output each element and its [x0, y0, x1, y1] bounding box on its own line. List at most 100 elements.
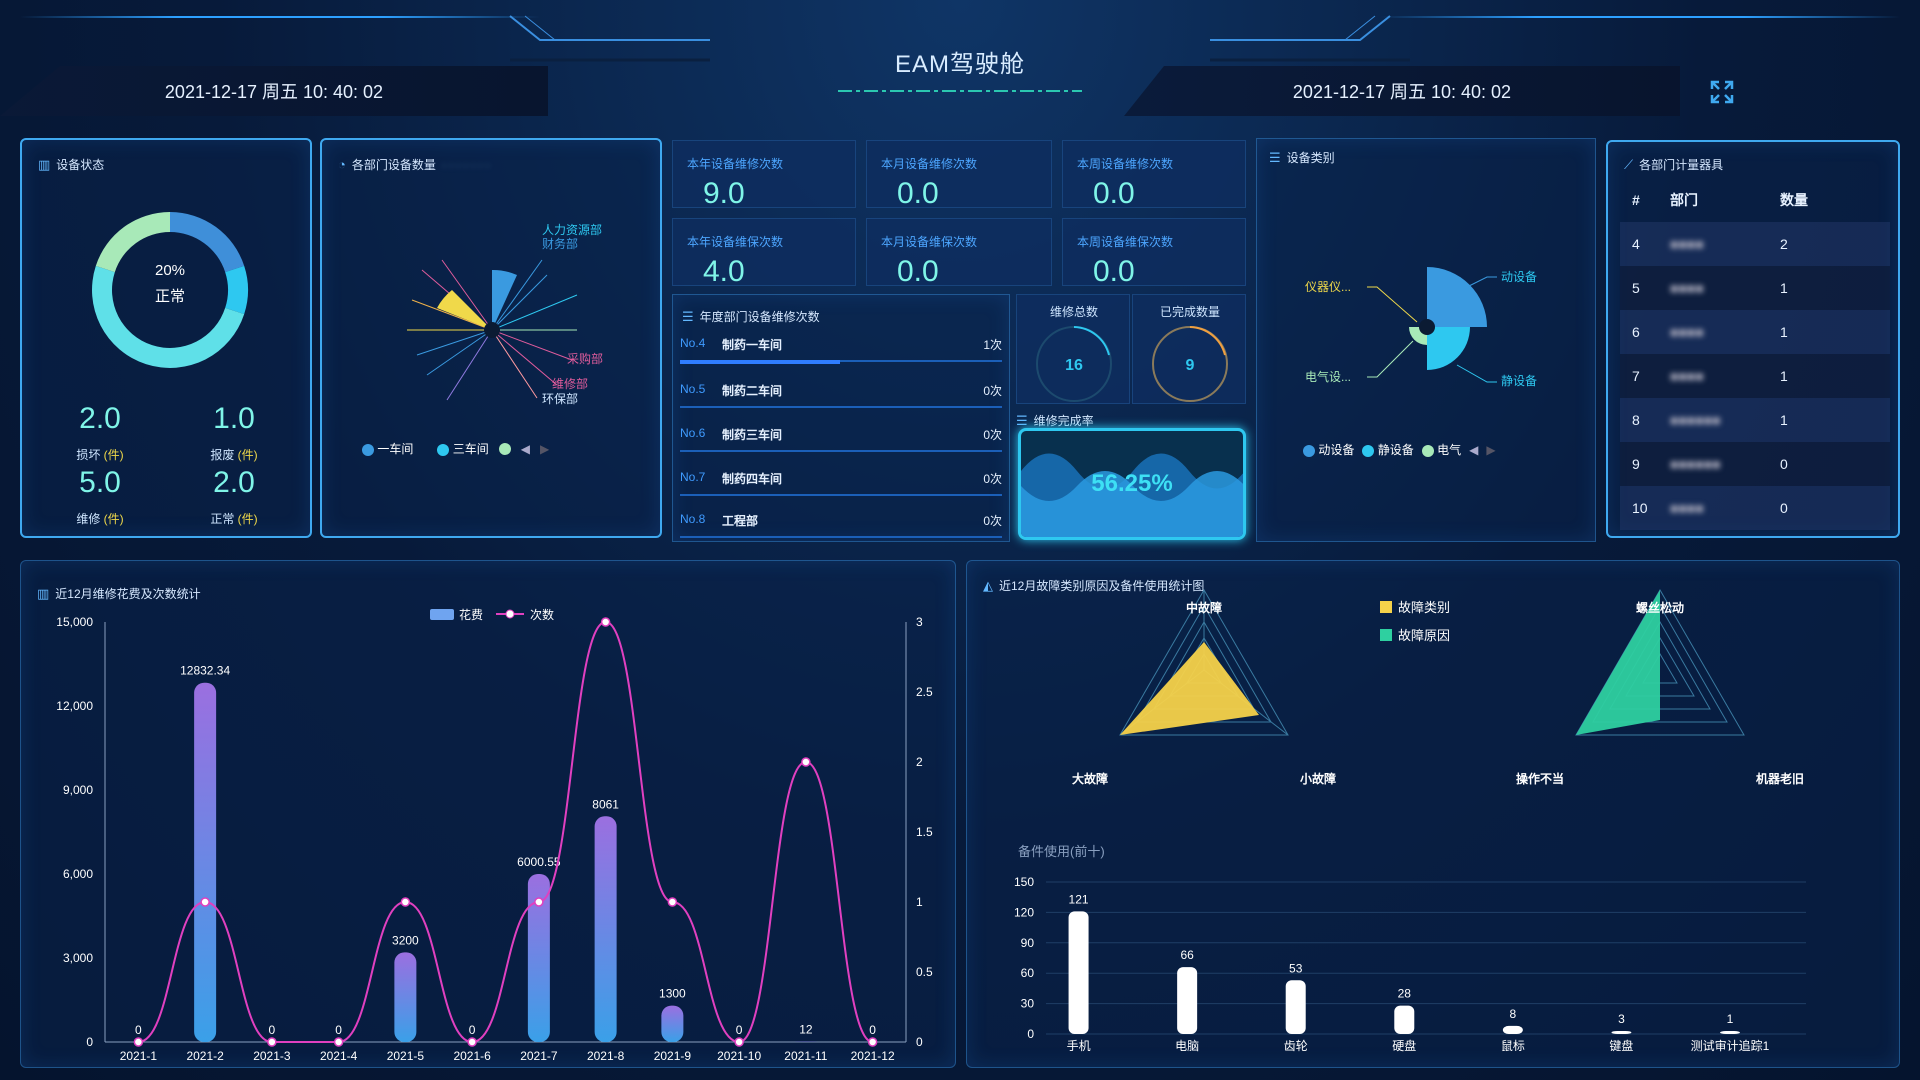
bar-chart-icon: ▥ [37, 585, 50, 601]
device-category-title: ☰ 设备类别 [1269, 149, 1335, 166]
radar-right-axis-top: 螺丝松动 [1636, 600, 1684, 615]
table-row[interactable]: 4 ■■■■ 2 [1620, 222, 1890, 266]
bar-label-2021-4: 0 [335, 1023, 342, 1037]
dept-meters-panel: ⟋ 各部门计量器具 # 部门 数量 4 ■■■■ 2 5 ■■■■ 1 6 ■■■■ 1 7 ■■… [1606, 140, 1900, 538]
cat-label-dynamic: 动设备 [1501, 270, 1537, 284]
annual-repairs-panel [672, 294, 1010, 542]
legend-item-static[interactable]: 静设备 [1362, 441, 1414, 458]
x-tick-2021-8: 2021-8 [587, 1049, 625, 1063]
list-item[interactable]: No.8 工程部 0次 [680, 502, 1002, 546]
col-header-idx: # [1632, 192, 1640, 208]
stat-card-year-repair: 本年设备维修次数 9.0 [672, 140, 856, 210]
spare-bar-label-鼠标: 8 [1510, 1007, 1517, 1021]
stat-card-week-repair: 本周设备维修次数 0.0 [1062, 140, 1246, 210]
spare-x-tick-硬盘: 硬盘 [1392, 1038, 1416, 1053]
device-status-title: ▥ 设备状态 [38, 156, 105, 173]
fault-radar-chart: 中故障 大故障 小故障 螺丝松动 操作不当 机器老旧 故障类别 故障原因 备件使… [1014, 589, 1806, 1053]
fault-stats-title: ◭ 近12月故障类别原因及备件使用统计图 [983, 577, 1205, 594]
y-tick-right: 1 [916, 895, 923, 909]
spare-bar-鼠标 [1502, 1025, 1523, 1034]
line-point-2021-1 [133, 1037, 144, 1047]
stat-repair-label: 维修 (件) [76, 512, 124, 526]
repair-cost-panel: ▥ 近12月维修花费及次数统计 [20, 560, 956, 1068]
bar-2021-5 [394, 952, 417, 1042]
device-status-donut [92, 212, 248, 368]
cat-label-electric: 电气设... [1305, 369, 1351, 384]
x-tick-2021-1: 2021-1 [120, 1049, 158, 1063]
repair-total-card: 维修总数 16 [1016, 294, 1130, 404]
donut-center-pct: 20% [154, 262, 186, 279]
stat-card-month-repair: 本月设备维修次数 0.0 [866, 140, 1052, 210]
repair-cost-title: ▥ 近12月维修花费及次数统计 [37, 585, 201, 602]
table-row[interactable]: 9 ■■■■■■ 0 [1620, 442, 1890, 486]
line-point-2021-10 [734, 1037, 744, 1047]
table-row[interactable]: 6 ■■■■ 1 [1620, 310, 1890, 354]
line-point-2021-6 [467, 1037, 477, 1047]
stat-normal-label: 正常 (件) [210, 512, 258, 526]
line-point-2021-8 [600, 617, 611, 627]
table-row[interactable]: 7 ■■■■ 1 [1620, 354, 1890, 398]
legend-prev-arrow[interactable]: ◀ [520, 441, 530, 456]
spare-bar-手机 [1068, 911, 1089, 1034]
y-tick: 0 [1027, 1027, 1034, 1041]
radar-left-axis-left: 大故障 [1072, 771, 1108, 786]
line-point-2021-2 [200, 897, 210, 907]
list-item[interactable]: No.6 制药三车间 0次 [680, 416, 1002, 460]
legend-item-electric[interactable]: 电气 [1421, 441, 1461, 458]
device-status-panel: ▥ 设备状态 20% 正常 2.0 损坏 (件) 1.0 报废 (件) 5.0 … [20, 138, 312, 538]
list-item-track [680, 494, 1002, 496]
datetime-left: 2021-12-17 周五 10: 40: 02 [0, 66, 548, 116]
y-tick: 120 [1014, 905, 1034, 919]
col-header-dept: 部门 [1670, 192, 1698, 208]
rose-label-finance: 财务部 [542, 236, 578, 251]
dept-meters-title: ⟋ 各部门计量器具 [1624, 156, 1724, 173]
y-tick-left: 15,000 [56, 615, 93, 629]
x-tick-2021-10: 2021-10 [717, 1049, 761, 1063]
y-tick-right: 2 [916, 755, 923, 769]
spare-parts-title: 备件使用(前十) [1018, 844, 1105, 859]
legend-label-reason: 故障原因 [1398, 628, 1450, 643]
list-item[interactable]: No.7 制药四车间 0次 [680, 460, 1002, 504]
radar-right [1575, 589, 1745, 736]
legend-next-arrow[interactable]: ▶ [539, 441, 550, 456]
bar-label-2021-5: 3200 [392, 933, 419, 947]
repair-done-gauge: 9 [1152, 326, 1228, 402]
stat-card-week-maint: 本周设备维保次数 0.0 [1062, 218, 1246, 288]
spare-x-tick-齿轮: 齿轮 [1284, 1039, 1308, 1053]
repair-done-value: 9 [1186, 357, 1195, 374]
line-point-2021-3 [267, 1037, 277, 1047]
x-tick-2021-5: 2021-5 [387, 1049, 425, 1063]
expand-icon[interactable] [1710, 80, 1734, 104]
radar-left-axis-top: 中故障 [1186, 600, 1222, 615]
spare-x-tick-键盘: 键盘 [1609, 1038, 1633, 1053]
spare-bar-label-键盘: 3 [1618, 1012, 1625, 1026]
legend-next-arrow[interactable]: ▶ [1486, 442, 1496, 457]
bar-label-2021-1: 0 [135, 1023, 142, 1037]
spare-bar-label-硬盘: 28 [1398, 987, 1412, 1001]
device-category-rose: 动设备 静设备 电气设... 仪器仪... [1305, 267, 1537, 388]
list-item[interactable]: No.4 制药一车间 1次 [680, 326, 1002, 370]
line-point-2021-12 [867, 1037, 878, 1047]
table-row[interactable]: 8 ■■■■■■ 1 [1620, 398, 1890, 442]
bar-label-2021-2: 12832.34 [180, 664, 230, 678]
legend-item-dynamic[interactable]: 动设备 [1303, 441, 1354, 458]
annual-repairs-title: ☰ 年度部门设备维修次数 [682, 308, 820, 325]
list-item[interactable]: No.5 制药二车间 0次 [680, 372, 1002, 416]
table-row[interactable]: 5 ■■■■ 1 [1620, 266, 1890, 310]
y-tick-left: 0 [86, 1035, 93, 1049]
dept-devices-title: ◔ 各部门设备数量 · · · · · · · [338, 157, 490, 172]
table-row[interactable]: 10 ■■■■ 0 [1620, 486, 1890, 530]
line-series-count [138, 620, 873, 1044]
legend-prev-arrow[interactable]: ◀ [1469, 442, 1479, 457]
bar-2021-7 [527, 873, 550, 1042]
stat-repair-value: 5.0 [79, 466, 121, 499]
dept-meters-table: # 部门 数量 4 ■■■■ 2 5 ■■■■ 1 6 ■■■■ 1 7 ■■■■ 1 8 ■■■■■… [1620, 178, 1890, 530]
list-item-track [680, 406, 1002, 408]
legend-item-3[interactable] [498, 442, 511, 456]
bar-label-2021-9: 1300 [659, 987, 686, 1001]
stat-damaged-value: 2.0 [79, 402, 121, 435]
area-chart-icon: ◭ [983, 577, 993, 593]
legend-marker-count [505, 609, 515, 619]
legend-item-1[interactable]: 一车间 [362, 440, 413, 457]
legend-item-2[interactable]: 三车间 [437, 440, 489, 457]
